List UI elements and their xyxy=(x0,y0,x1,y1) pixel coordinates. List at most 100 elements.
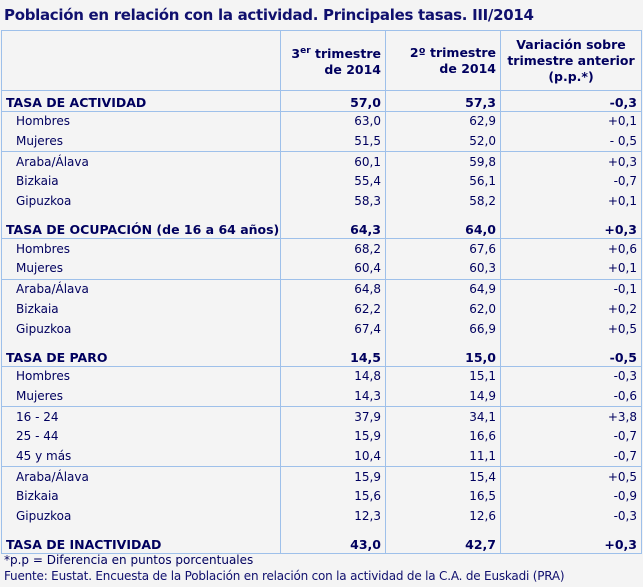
row-label: Hombres xyxy=(16,114,70,129)
q3-value: 64,8 xyxy=(280,279,386,300)
row-label: Araba/Álava xyxy=(16,469,89,484)
group-label: TASA DE ACTIVIDAD xyxy=(1,90,281,112)
table-row: Araba/Álava 60,1 59,8 +0,3 xyxy=(2,151,642,173)
table-row: Bizkaia 55,4 56,1 -0,7 xyxy=(2,172,642,192)
row-label: Gipuzkoa xyxy=(16,509,72,524)
q2-value: 12,6 xyxy=(385,506,501,527)
variation-value: +0,2 xyxy=(500,299,642,320)
q3-value: 64,3 xyxy=(280,211,386,240)
variation-value: +0,1 xyxy=(500,191,642,212)
table-row: 25 - 44 15,9 16,6 -0,7 xyxy=(2,426,642,447)
variation-value: +0,5 xyxy=(500,466,642,487)
q2-value: 15,0 xyxy=(385,338,501,367)
header-text: trimestre xyxy=(310,46,381,62)
variation-value: -0,6 xyxy=(500,386,642,408)
variation-value: -0,9 xyxy=(500,487,642,507)
header-row: 3er trimestre de 2014 2º trimestre de 2014… xyxy=(1,30,642,91)
q3-value: 68,2 xyxy=(280,238,386,260)
row-label: Gipuzkoa xyxy=(16,194,72,209)
variation-value: +0,1 xyxy=(500,259,642,280)
header-empty xyxy=(1,30,281,91)
footnote: *p.p = Diferencia en puntos porcentuales xyxy=(4,553,254,567)
variation-value: +0,6 xyxy=(500,238,642,260)
q3-value: 51,5 xyxy=(280,131,386,153)
row-label: 45 y más xyxy=(1,446,281,468)
q2-value: 42,7 xyxy=(385,526,501,555)
row-label: 16 - 24 xyxy=(16,409,59,424)
q3-value: 60,1 xyxy=(280,151,386,173)
variation-value: -0,7 xyxy=(500,172,642,192)
q3-value: 43,0 xyxy=(280,526,386,555)
variation-value: +0,3 xyxy=(500,526,642,555)
q3-value: 14,3 xyxy=(280,386,386,408)
row-label: Gipuzkoa xyxy=(16,321,72,336)
header-sup: er xyxy=(300,45,311,56)
group-label: TASA DE PARO xyxy=(1,338,281,367)
row-label: Mujeres xyxy=(1,259,281,280)
header-text: Variación sobre xyxy=(516,36,626,52)
q2-value: 16,5 xyxy=(385,487,501,507)
q2-value: 67,6 xyxy=(385,238,501,260)
q2-value: 66,9 xyxy=(385,319,501,339)
variation-value: -0,3 xyxy=(500,366,642,387)
table-row: Bizkaia 62,2 62,0 +0,2 xyxy=(2,299,642,320)
q3-value: 37,9 xyxy=(280,406,386,427)
variation-value: - 0,5 xyxy=(500,131,642,153)
header-text: (p.p.*) xyxy=(548,68,594,84)
row-label: Bizkaia xyxy=(16,174,59,189)
table-title: Población en relación con la actividad. … xyxy=(4,6,534,24)
variation-value: -0,7 xyxy=(500,446,642,468)
group-header-row: TASA DE ACTIVIDAD 57,0 57,3 -0,3 xyxy=(1,90,642,112)
group-label: TASA DE INACTIVIDAD xyxy=(1,526,281,555)
table-row: Hombres 63,0 62,9 +0,1 xyxy=(2,111,642,132)
q2-value: 64,9 xyxy=(385,279,501,300)
q3-value: 14,5 xyxy=(280,338,386,367)
variation-value: +3,8 xyxy=(500,406,642,427)
q2-value: 59,8 xyxy=(385,151,501,173)
variation-value: +0,3 xyxy=(500,211,642,240)
row-label: 25 - 44 xyxy=(16,429,59,444)
q3-value: 12,3 xyxy=(280,506,386,527)
row-label: Araba/Álava xyxy=(16,154,89,169)
group-label: TASA DE OCUPACIÓN (de 16 a 64 años) xyxy=(1,211,281,240)
q2-value: 64,0 xyxy=(385,211,501,240)
q3-value: 58,3 xyxy=(280,191,386,212)
rates-table: 3er trimestre de 2014 2º trimestre de 2014… xyxy=(1,30,642,555)
q2-value: 56,1 xyxy=(385,172,501,192)
q3-value: 55,4 xyxy=(280,172,386,192)
row-label: Bizkaia xyxy=(16,301,59,316)
table-row: Gipuzkoa 67,4 66,9 +0,5 xyxy=(2,319,642,339)
header-text: 3 xyxy=(291,46,301,62)
variation-value: +0,3 xyxy=(500,151,642,173)
q2-value: 16,6 xyxy=(385,426,501,447)
row-label: Araba/Álava xyxy=(16,282,89,297)
q2-value: 52,0 xyxy=(385,131,501,153)
header-text: trimestre anterior xyxy=(507,52,635,68)
variation-value: -0,7 xyxy=(500,426,642,447)
q2-value: 57,3 xyxy=(385,90,501,112)
table-row: Araba/Álava 64,8 64,9 -0,1 xyxy=(2,279,642,300)
table-row: Araba/Álava 15,9 15,4 +0,5 xyxy=(2,466,642,487)
header-q2-2014: 2º trimestre de 2014 xyxy=(385,30,501,91)
group-header-row: TASA DE PARO 14,5 15,0 -0,5 xyxy=(1,338,642,367)
q2-value: 14,9 xyxy=(385,386,501,408)
variation-value: +0,5 xyxy=(500,319,642,339)
variation-value: -0,1 xyxy=(500,279,642,300)
q3-value: 60,4 xyxy=(280,259,386,280)
q2-value: 15,1 xyxy=(385,366,501,387)
q2-value: 60,3 xyxy=(385,259,501,280)
source-note: Fuente: Eustat. Encuesta de la Población… xyxy=(4,569,565,583)
variation-value: -0,5 xyxy=(500,338,642,367)
header-text: de 2014 xyxy=(439,60,496,76)
table-row: Mujeres 51,5 52,0- 0,5 xyxy=(1,131,642,153)
q2-value: 15,4 xyxy=(385,466,501,487)
q3-value: 15,6 xyxy=(280,487,386,507)
table-row: 16 - 24 37,9 34,1 +3,8 xyxy=(2,406,642,427)
header-q3-2014: 3er trimestre de 2014 xyxy=(280,30,386,91)
q3-value: 62,2 xyxy=(280,299,386,320)
variation-value: -0,3 xyxy=(500,90,642,112)
table-row: Bizkaia 15,6 16,5 -0,9 xyxy=(2,487,642,507)
table-row: Gipuzkoa 58,3 58,2 +0,1 xyxy=(2,191,642,212)
variation-value: -0,3 xyxy=(500,506,642,527)
q2-value: 62,0 xyxy=(385,299,501,320)
